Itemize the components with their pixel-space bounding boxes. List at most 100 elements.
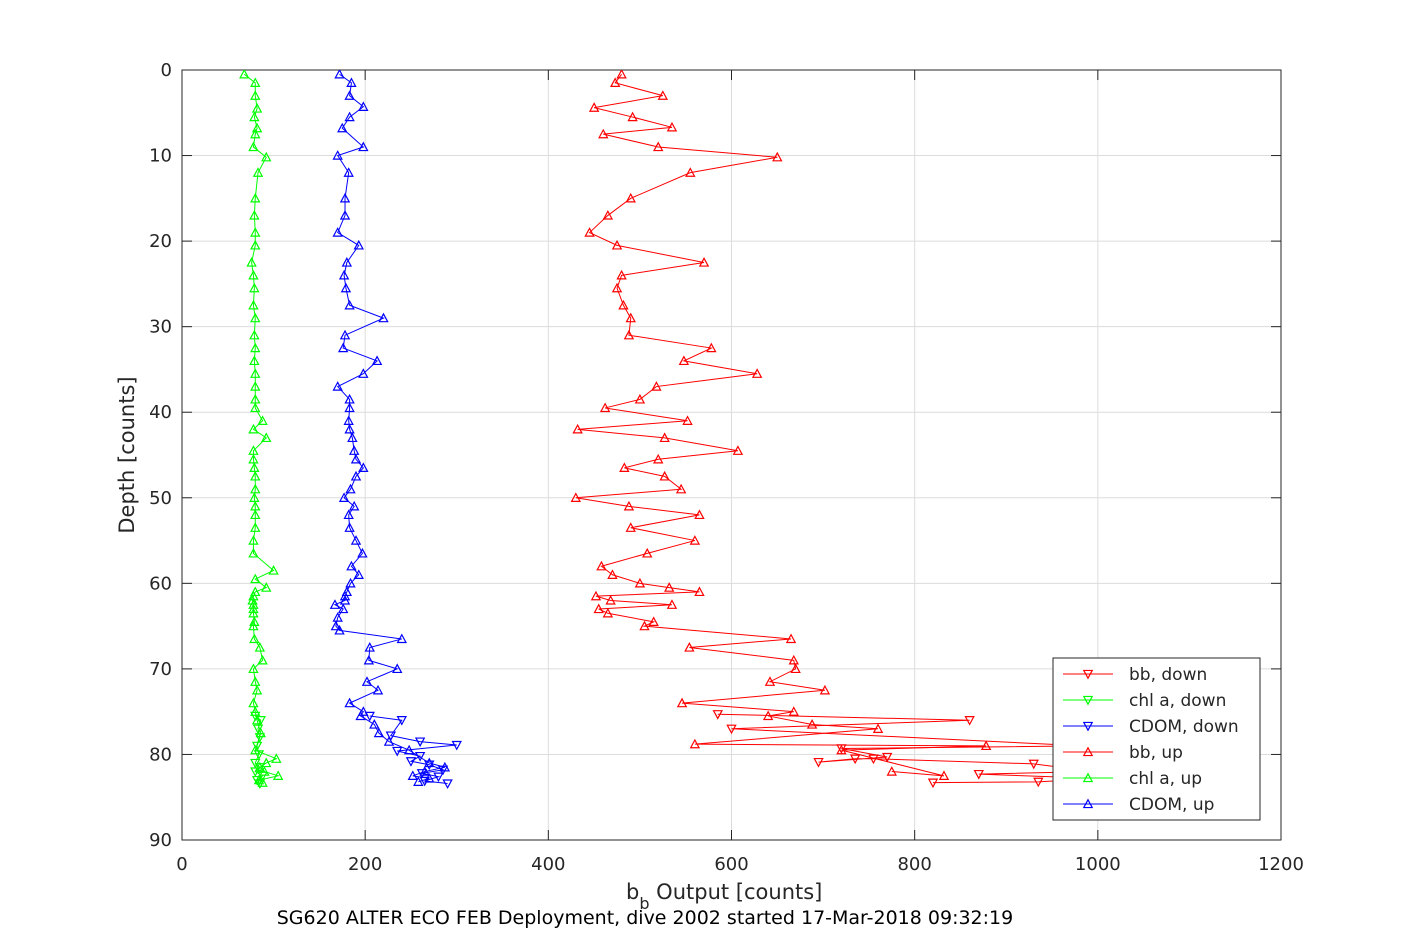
data-point	[261, 582, 272, 592]
data-point	[788, 654, 799, 665]
data-point	[706, 342, 717, 353]
data-point	[385, 731, 397, 742]
data-point	[625, 312, 636, 323]
legend-label: CDOM, up	[1129, 795, 1214, 815]
data-point	[257, 415, 268, 425]
data-point	[250, 470, 261, 481]
data-point	[255, 727, 266, 738]
legend-marker	[1082, 798, 1094, 809]
data-point	[332, 612, 343, 622]
plot-area	[239, 70, 1104, 789]
caption: SG620 ALTER ECO FEB Deployment, dive 200…	[277, 907, 1013, 929]
data-point	[339, 590, 351, 601]
data-point	[414, 737, 426, 748]
data-point	[599, 402, 611, 413]
data-point	[973, 769, 984, 780]
data-point	[338, 269, 350, 280]
data-point	[764, 676, 776, 686]
legend-label: chl a, down	[1129, 691, 1226, 711]
data-point	[250, 342, 261, 353]
data-point	[403, 744, 415, 755]
data-point	[392, 746, 403, 757]
data-point	[657, 90, 669, 100]
data-point	[346, 77, 357, 88]
series-line	[333, 73, 445, 783]
data-point	[261, 432, 272, 443]
legend-box	[1052, 657, 1261, 821]
data-point	[338, 492, 350, 502]
data-point	[261, 151, 272, 162]
data-point	[357, 547, 368, 558]
data-point	[257, 771, 268, 782]
y-tick-label: 90	[149, 830, 172, 851]
data-point	[676, 697, 688, 708]
data-point	[347, 432, 358, 443]
data-point	[602, 209, 614, 220]
data-point	[337, 342, 349, 353]
data-point	[785, 633, 797, 644]
x-tick-label: 200	[348, 854, 382, 875]
y-axis-label: Depth [counts]	[115, 376, 139, 533]
data-point	[250, 192, 261, 203]
data-point	[358, 462, 369, 473]
series-line	[575, 73, 987, 777]
data-point	[249, 282, 260, 293]
data-point	[250, 509, 261, 520]
data-point	[257, 777, 268, 787]
legend-marker	[1082, 695, 1094, 706]
data-point	[642, 547, 653, 558]
data-point	[250, 573, 261, 584]
data-point	[364, 711, 375, 722]
y-tick-label: 70	[149, 659, 172, 680]
series-bb-down	[712, 710, 1104, 789]
y-tick-label: 10	[149, 146, 172, 167]
data-point	[339, 594, 351, 605]
legend-marker	[1082, 746, 1094, 757]
data-point	[405, 757, 417, 767]
legend-item: bb, up	[1063, 743, 1183, 763]
series-bb-up	[570, 70, 992, 781]
data-point	[659, 470, 670, 481]
data-point	[611, 282, 623, 293]
legend-item: chl a, up	[1063, 769, 1202, 789]
data-point	[872, 723, 884, 733]
data-point	[886, 766, 897, 776]
data-point	[249, 209, 260, 220]
data-point	[413, 776, 424, 786]
data-point	[250, 676, 261, 686]
data-point	[248, 535, 259, 545]
data-point	[340, 282, 352, 293]
data-point	[254, 642, 266, 652]
data-point	[250, 312, 261, 323]
data-point	[682, 415, 693, 425]
data-point	[329, 599, 341, 609]
series-cdom-up	[329, 70, 451, 786]
legend-item: chl a, down	[1063, 691, 1226, 711]
data-point	[712, 710, 723, 720]
x-axis-label-main: b	[626, 880, 639, 904]
data-point	[689, 738, 701, 749]
data-point	[684, 642, 695, 652]
data-point	[623, 329, 635, 340]
data-point	[373, 727, 385, 738]
data-point	[664, 582, 675, 592]
data-point	[253, 750, 265, 760]
data-point	[439, 761, 451, 772]
data-point	[248, 603, 259, 614]
data-point	[938, 770, 950, 781]
x-tick-label: 1200	[1258, 854, 1304, 875]
data-point	[634, 393, 646, 404]
data-point	[762, 710, 774, 721]
data-point	[250, 368, 261, 378]
data-point	[605, 594, 616, 605]
data-point	[751, 368, 763, 378]
data-point	[358, 706, 369, 716]
data-point	[344, 423, 355, 434]
data-point	[332, 227, 343, 237]
data-point	[813, 757, 824, 768]
data-point	[250, 402, 261, 413]
y-tick-label: 30	[149, 317, 172, 338]
data-point	[249, 355, 260, 366]
data-point	[806, 719, 818, 729]
